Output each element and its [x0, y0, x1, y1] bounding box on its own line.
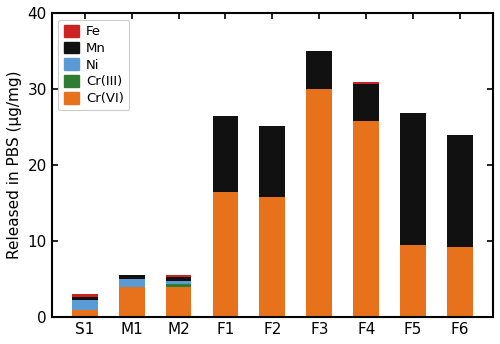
Y-axis label: Released in PBS (µg/mg): Released in PBS (µg/mg)	[7, 71, 22, 259]
Bar	[260, 126, 285, 197]
Bar	[72, 294, 98, 298]
Bar	[400, 113, 426, 245]
Bar	[354, 82, 379, 84]
Bar	[447, 247, 473, 317]
Bar	[306, 51, 332, 89]
Bar	[166, 287, 192, 317]
Bar	[260, 197, 285, 317]
Bar	[212, 116, 238, 192]
Bar	[118, 279, 144, 287]
Bar	[400, 245, 426, 317]
Bar	[72, 300, 98, 310]
Bar	[447, 135, 473, 247]
Bar	[354, 121, 379, 317]
Bar	[306, 89, 332, 317]
Bar	[354, 84, 379, 121]
Bar	[72, 298, 98, 300]
Bar	[118, 275, 144, 279]
Bar	[118, 287, 144, 317]
Bar	[166, 281, 192, 284]
Bar	[166, 277, 192, 281]
Bar	[212, 192, 238, 317]
Legend: Fe, Mn, Ni, Cr(III), Cr(VI): Fe, Mn, Ni, Cr(III), Cr(VI)	[58, 20, 129, 110]
Bar	[166, 275, 192, 277]
Bar	[166, 284, 192, 287]
Bar	[72, 310, 98, 317]
